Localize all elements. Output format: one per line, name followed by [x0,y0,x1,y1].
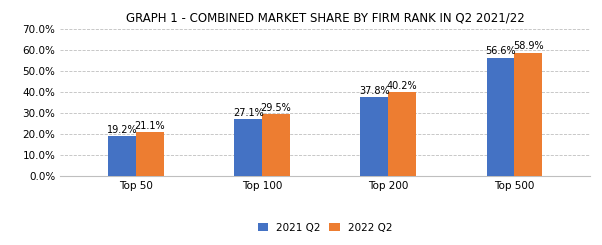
Text: 29.5%: 29.5% [261,103,291,113]
Bar [136,132,164,176]
Bar [388,92,416,176]
Legend: 2021 Q2, 2022 Q2: 2021 Q2, 2022 Q2 [258,223,393,233]
Bar [486,58,514,176]
Text: 19.2%: 19.2% [107,125,137,135]
Text: 58.9%: 58.9% [513,41,544,51]
Bar [514,53,542,176]
Bar [234,120,262,176]
Text: 21.1%: 21.1% [134,121,165,131]
Text: 40.2%: 40.2% [386,81,417,91]
Text: 37.8%: 37.8% [359,86,389,96]
Text: 27.1%: 27.1% [233,108,264,118]
Bar [361,97,388,176]
Text: 56.6%: 56.6% [485,46,516,56]
Bar [262,114,290,176]
Bar [108,136,136,176]
Title: GRAPH 1 - COMBINED MARKET SHARE BY FIRM RANK IN Q2 2021/22: GRAPH 1 - COMBINED MARKET SHARE BY FIRM … [126,11,524,24]
